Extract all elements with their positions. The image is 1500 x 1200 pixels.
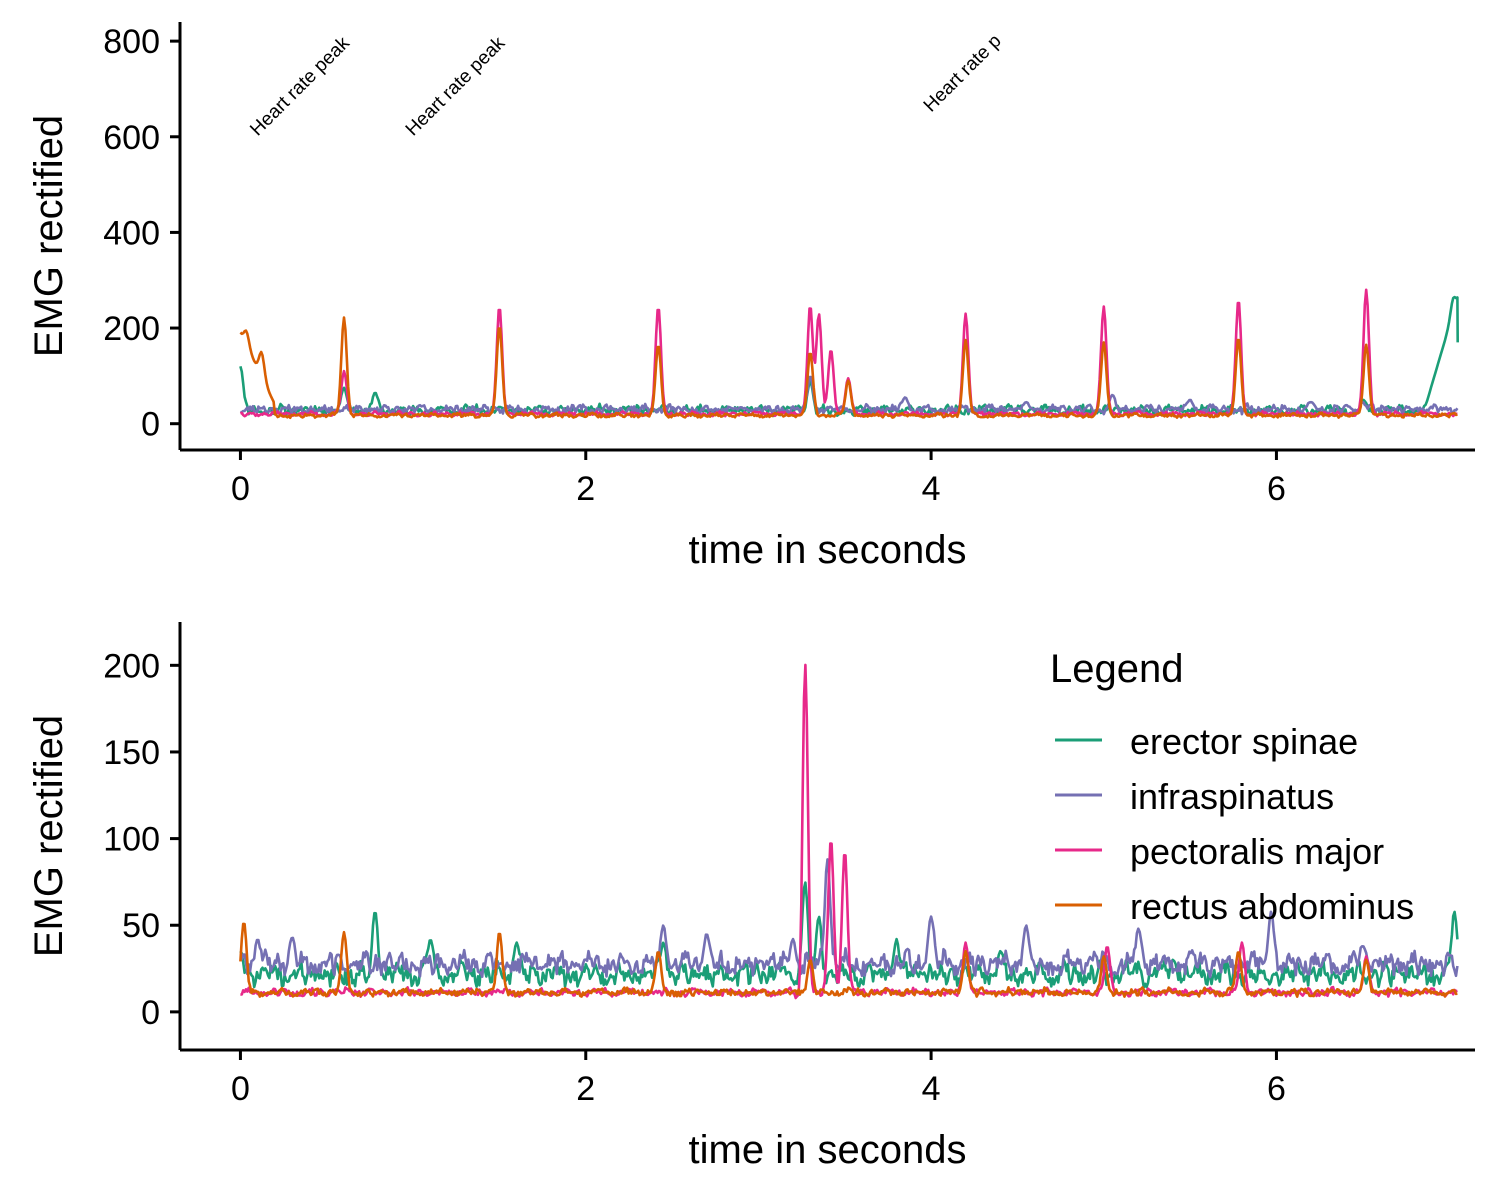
- annotation-label: Heart rate p: [920, 31, 1006, 117]
- legend-title: Legend: [1050, 647, 1183, 691]
- x-tick-label: 0: [231, 1070, 250, 1108]
- y-tick-label: 400: [103, 214, 160, 252]
- series-line-rectus-abdominus: [239, 316, 1458, 420]
- legend: Legend erector spinae infraspinatus pectora…: [1050, 647, 1414, 927]
- y-tick-label: 150: [103, 734, 160, 772]
- annotation-label: Heart rate peak: [246, 33, 354, 141]
- y-tick-label: 50: [122, 907, 160, 945]
- y-tick-label: 200: [103, 647, 160, 685]
- x-tick-label: 2: [576, 470, 595, 508]
- x-tick-label: 4: [922, 1070, 941, 1108]
- y-tick-label: 100: [103, 821, 160, 859]
- legend-label: pectoralis major: [1130, 831, 1384, 872]
- x-tick-label: 4: [922, 470, 941, 508]
- x-tick-label: 2: [576, 1070, 595, 1108]
- bottom-panel: 0 2 4 6 0 50 100 150 200 time in seconds EMG recti…: [27, 622, 1475, 1172]
- y-axis-title: EMG rectified: [27, 715, 71, 957]
- y-tick-label: 200: [103, 310, 160, 348]
- top-panel: 0 2 4 6 0 200 400 600 800 time in seconds EMG rect…: [27, 22, 1475, 572]
- series-lines: [239, 663, 1459, 1000]
- legend-label: infraspinatus: [1130, 776, 1334, 817]
- y-tick-label: 600: [103, 119, 160, 157]
- series-line-pectoralis-major: [239, 288, 1458, 418]
- series-lines: [239, 288, 1459, 420]
- annotation-label: Heart rate peak: [402, 33, 510, 141]
- y-tick-label: 800: [103, 23, 160, 61]
- y-tick-label: 0: [141, 406, 160, 444]
- x-axis-title: time in seconds: [689, 528, 967, 572]
- series-line-erector-spinae: [239, 881, 1459, 989]
- x-tick-label: 0: [231, 470, 250, 508]
- x-axis-title: time in seconds: [689, 1128, 967, 1172]
- series-line-erector-spinae: [239, 295, 1459, 418]
- x-tick-label: 6: [1267, 1070, 1286, 1108]
- series-line-rectus-abdominus: [239, 922, 1458, 998]
- y-tick-label: 0: [141, 994, 160, 1032]
- x-tick-label: 6: [1267, 470, 1286, 508]
- legend-label: erector spinae: [1130, 721, 1358, 762]
- series-line-pectoralis-major: [240, 663, 1458, 1000]
- y-axis-title: EMG rectified: [27, 115, 71, 357]
- annotations: Heart rate peak Heart rate peak Heart rate…: [246, 31, 1005, 141]
- legend-label: rectus abdominus: [1130, 886, 1414, 927]
